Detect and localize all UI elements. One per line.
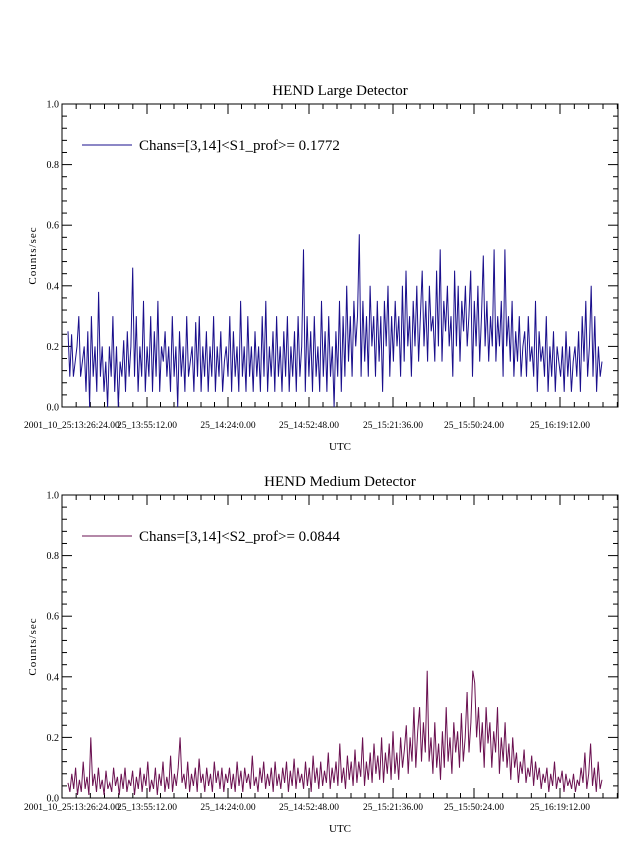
x-tick-label: 25_15:21:36.00 bbox=[363, 421, 423, 431]
y-axis-label: Counts/sec bbox=[27, 617, 39, 675]
y-tick-label: 1.0 bbox=[47, 100, 60, 111]
y-tick-label: 0.0 bbox=[47, 403, 60, 414]
y-tick-label: 1.0 bbox=[47, 491, 60, 502]
x-tick-label: 25_13:55:12.00 bbox=[117, 803, 177, 813]
x-tick-label: 2001_10_25:13:26:24.00 bbox=[24, 803, 120, 813]
legend-label: Chans=[3,14]<S2_prof>= 0.0844 bbox=[139, 529, 340, 545]
chart-panel-1: HEND Medium Detector 0.0 0.2 0.4 0.6 0.8 1.0 20… bbox=[24, 474, 619, 835]
x-tick-label: 25_14:24:0.00 bbox=[200, 803, 255, 813]
x-axis-label: UTC bbox=[329, 441, 351, 453]
x-tick-label: 25_15:50:24.00 bbox=[444, 803, 504, 813]
chart-title: HEND Large Detector bbox=[272, 83, 408, 99]
plot-frame bbox=[61, 494, 619, 799]
series-line bbox=[67, 670, 603, 796]
x-tick-label: 25_16:19:12.00 bbox=[530, 421, 590, 431]
x-tick-label: 2001_10_25:13:26:24.00 bbox=[24, 421, 120, 431]
y-axis-label: Counts/sec bbox=[27, 226, 39, 284]
series-line bbox=[67, 234, 603, 408]
x-tick-label: 25_14:52:48.00 bbox=[279, 421, 339, 431]
plot-frame bbox=[61, 103, 619, 408]
x-tick-label: 25_14:24:0.00 bbox=[200, 421, 255, 431]
y-tick-label: 0.6 bbox=[47, 221, 60, 232]
x-tick-label: 25_14:52:48.00 bbox=[279, 803, 339, 813]
chart-panel-0: HEND Large Detector 0.0 0.2 0.4 0.6 0.8 1.0 200… bbox=[24, 83, 619, 453]
y-tick-label: 0.4 bbox=[47, 672, 60, 683]
y-tick-label: 0.8 bbox=[47, 160, 60, 171]
y-tick-label: 0.8 bbox=[47, 551, 60, 562]
y-tick-label: 0.4 bbox=[47, 281, 60, 292]
y-tick-label: 0.2 bbox=[47, 733, 60, 744]
y-tick-label: 0.0 bbox=[47, 794, 60, 805]
chart-title: HEND Medium Detector bbox=[264, 474, 416, 490]
y-tick-label: 0.6 bbox=[47, 612, 60, 623]
x-tick-label: 25_16:19:12.00 bbox=[530, 803, 590, 813]
x-axis-label: UTC bbox=[329, 823, 351, 835]
x-tick-label: 25_13:55:12.00 bbox=[117, 421, 177, 431]
legend-label: Chans=[3,14]<S1_prof>= 0.1772 bbox=[139, 138, 340, 154]
x-tick-label: 25_15:50:24.00 bbox=[444, 421, 504, 431]
x-tick-label: 25_15:21:36.00 bbox=[363, 803, 423, 813]
y-tick-label: 0.2 bbox=[47, 342, 60, 353]
